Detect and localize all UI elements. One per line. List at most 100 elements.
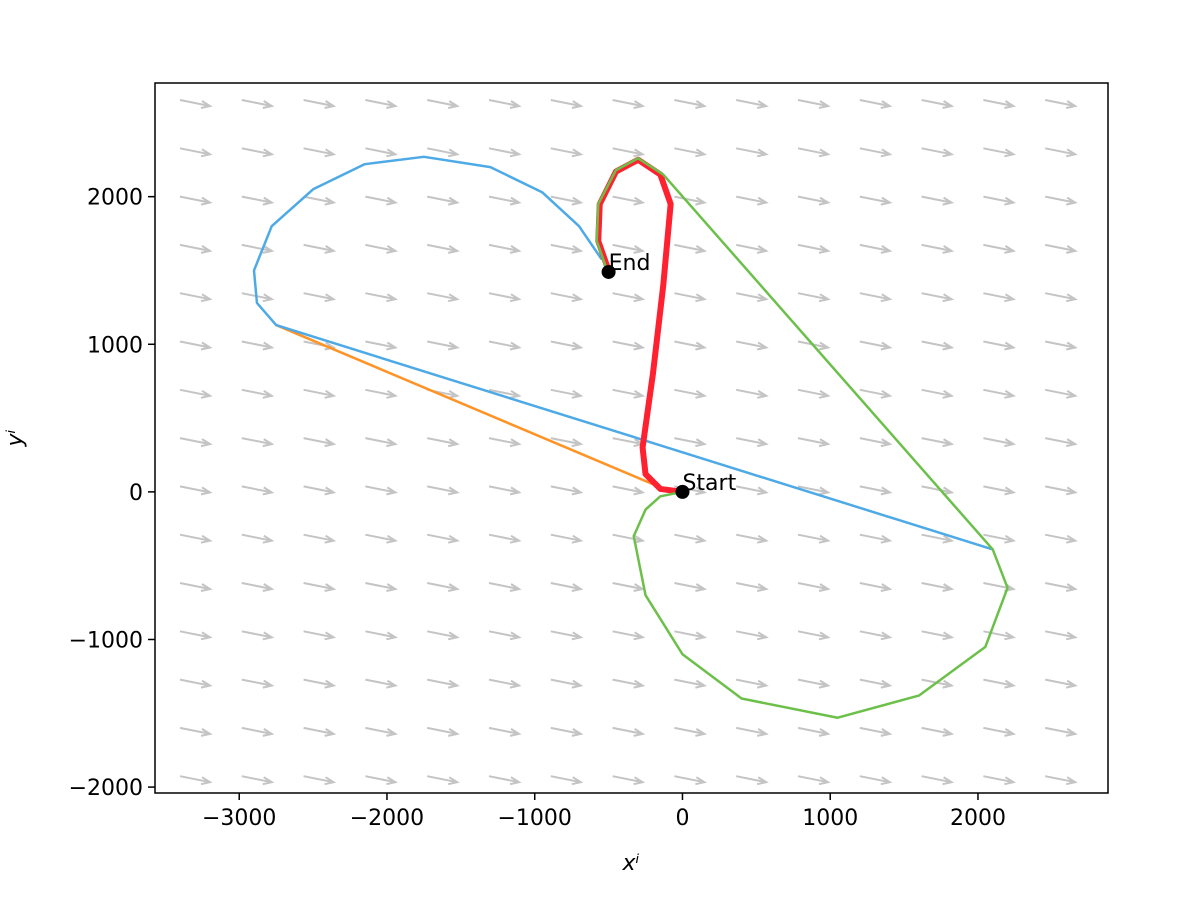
- wind-arrow: [797, 388, 831, 399]
- wind-arrow: [612, 195, 646, 206]
- wind-arrow: [365, 533, 399, 544]
- wind-arrow: [674, 388, 708, 399]
- wind-arrow: [550, 99, 584, 109]
- wind-arrow: [1045, 775, 1078, 786]
- wind-arrow: [921, 533, 955, 544]
- trajectory-line: [274, 323, 669, 492]
- wind-arrow: [179, 99, 213, 109]
- wind-arrow: [488, 678, 522, 689]
- wind-arrow: [1045, 726, 1078, 737]
- wind-arrow: [241, 485, 275, 496]
- wind-arrow: [488, 485, 522, 496]
- wind-arrow: [179, 437, 213, 448]
- wind-arrow: [921, 485, 955, 496]
- wind-arrow: [921, 292, 955, 303]
- wind-arrow: [241, 582, 275, 592]
- wind-arrow: [612, 485, 646, 496]
- wind-arrow: [550, 292, 584, 303]
- wind-arrow: [241, 630, 275, 641]
- wind-arrow: [674, 582, 708, 592]
- wind-arrow: [797, 775, 831, 786]
- wind-arrow: [674, 775, 708, 786]
- wind-arrow: [859, 147, 893, 158]
- wind-arrow: [612, 388, 646, 399]
- wind-arrow: [983, 99, 1017, 109]
- wind-arrow: [365, 582, 399, 592]
- wind-arrow: [859, 99, 893, 109]
- wind-arrow: [736, 582, 769, 592]
- wind-arrow: [550, 630, 584, 641]
- wind-arrow: [488, 195, 522, 206]
- point-marker: [601, 264, 616, 279]
- point-label: Start: [682, 471, 736, 496]
- wind-arrow: [797, 485, 831, 496]
- wind-arrow: [241, 533, 275, 544]
- wind-arrow: [1045, 292, 1078, 303]
- y-axis-label: yⁱ: [3, 429, 28, 447]
- wind-arrow: [797, 147, 831, 158]
- wind-arrow: [427, 678, 460, 689]
- wind-arrow: [303, 630, 337, 641]
- wind-arrow: [983, 437, 1017, 448]
- wind-arrow: [488, 726, 522, 737]
- wind-arrow: [427, 340, 460, 351]
- wind-arrow: [674, 243, 708, 254]
- plot: Start End: [252, 155, 1009, 719]
- wind-arrow: [1045, 630, 1078, 641]
- wind-arrow: [736, 388, 769, 399]
- wind-arrow: [303, 437, 337, 448]
- wind-arrow: [303, 243, 337, 254]
- wind-arrow: [241, 147, 275, 158]
- wind-arrow: [179, 726, 213, 737]
- wind-arrow: [488, 533, 522, 544]
- wind-arrow: [1045, 340, 1078, 351]
- wind-arrow: [365, 243, 399, 254]
- wind-arrow: [612, 147, 646, 158]
- wind-arrow: [179, 195, 213, 206]
- wind-arrow: [612, 292, 646, 303]
- wind-arrow: [921, 99, 955, 109]
- wind-arrow: [365, 388, 399, 399]
- wind-arrow: [921, 195, 955, 206]
- wind-arrow: [303, 388, 337, 399]
- wind-arrow: [859, 340, 893, 351]
- wind-arrow: [983, 678, 1017, 689]
- wind-arrow: [674, 533, 708, 544]
- wind-arrow: [427, 726, 460, 737]
- wind-arrow: [179, 485, 213, 496]
- wind-arrow: [736, 243, 769, 254]
- wind-arrow: [736, 340, 769, 351]
- wind-arrow: [303, 147, 337, 158]
- wind-arrow: [179, 582, 213, 592]
- wind-arrow: [736, 195, 769, 206]
- wind-arrow: [736, 726, 769, 737]
- wind-arrow: [736, 99, 769, 109]
- wind-arrow: [303, 195, 337, 206]
- wind-arrow: [859, 292, 893, 303]
- wind-arrow: [365, 437, 399, 448]
- wind-arrow: [365, 195, 399, 206]
- x-tick-label: −1000: [498, 806, 572, 831]
- wind-arrow: [983, 630, 1017, 641]
- wind-arrow: [736, 485, 769, 496]
- wind-arrow: [488, 99, 522, 109]
- wind-arrow: [179, 533, 213, 544]
- wind-arrow: [674, 99, 708, 109]
- wind-arrow: [550, 533, 584, 544]
- wind-arrow: [427, 99, 460, 109]
- wind-arrow: [550, 195, 584, 206]
- wind-arrow: [797, 292, 831, 303]
- wind-arrow: [550, 775, 584, 786]
- wind-arrow: [674, 292, 708, 303]
- wind-arrow: [427, 485, 460, 496]
- wind-arrow: [859, 437, 893, 448]
- wind-arrow: [1045, 147, 1078, 158]
- wind-arrow: [612, 582, 646, 592]
- wind-arrow: [550, 437, 584, 448]
- wind-arrow: [612, 726, 646, 737]
- wind-arrow: [179, 775, 213, 786]
- wind-arrow: [365, 630, 399, 641]
- wind-arrow: [488, 340, 522, 351]
- wind-arrow: [921, 630, 955, 641]
- wind-arrow: [612, 678, 646, 689]
